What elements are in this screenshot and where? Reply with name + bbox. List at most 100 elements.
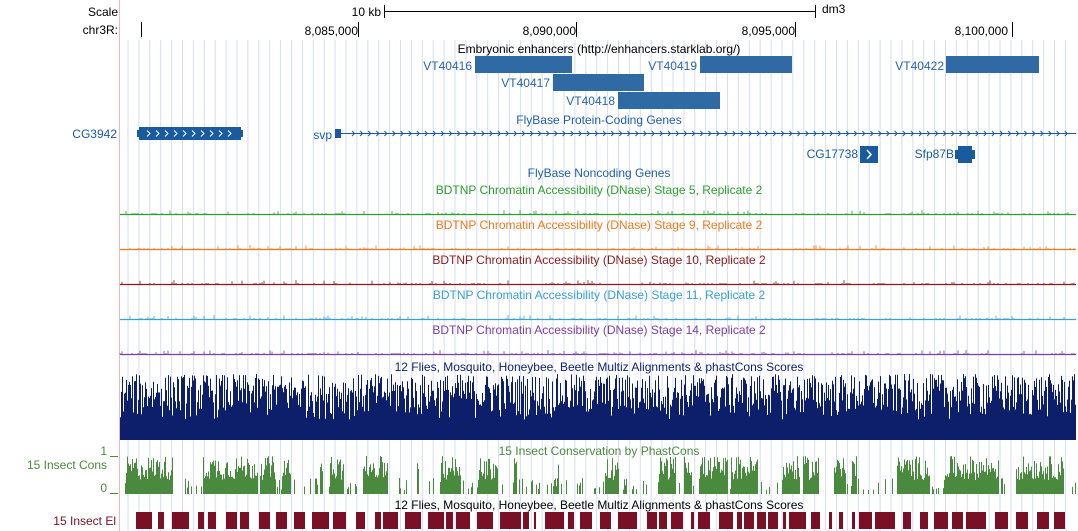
strand-arrow — [359, 130, 364, 137]
strand-arrow — [448, 130, 453, 137]
strand-arrow — [975, 130, 979, 137]
strand-arrow — [708, 130, 712, 137]
strand-arrow — [367, 130, 372, 137]
strand-arrow — [227, 130, 232, 137]
strand-arrow — [902, 130, 907, 137]
conserved-element — [383, 512, 398, 529]
strand-arrow — [529, 130, 534, 137]
multiz-track-title[interactable]: 12 Flies, Mosquito, Honeybee, Beetle Mul… — [394, 360, 804, 374]
ruler-tick-label: 8,090,000 — [522, 24, 576, 38]
phastcons-track-title[interactable]: 15 Insect Conservation by PhastCons — [498, 444, 700, 458]
strand-arrow — [392, 130, 396, 137]
strand-arrow — [853, 130, 858, 137]
enhancer-label[interactable]: VT40416 — [423, 59, 472, 73]
gene-label-cg17738[interactable]: CG17738 — [806, 147, 858, 161]
strand-arrow — [1007, 130, 1012, 137]
conserved-element — [208, 512, 216, 529]
strand-arrow — [146, 130, 151, 137]
strand-arrow — [837, 130, 842, 137]
enhancer-label[interactable]: VT40418 — [566, 94, 615, 108]
strand-arrow — [667, 130, 672, 137]
conserved-element — [456, 512, 470, 529]
enhancer-block — [946, 56, 1039, 73]
noncoding-track-title[interactable]: FlyBase Noncoding Genes — [527, 166, 671, 180]
strand-arrow — [513, 130, 518, 137]
strand-arrow — [805, 130, 809, 137]
strand-arrow — [926, 130, 931, 137]
enhancer-label[interactable]: VT40422 — [895, 59, 944, 73]
dnase-stage9-title[interactable]: BDTNP Chromatin Accessibility (DNase) St… — [435, 218, 763, 232]
conserved-element — [523, 512, 529, 529]
dnase-stage5-title[interactable]: BDTNP Chromatin Accessibility (DNase) St… — [435, 183, 763, 197]
conserved-element — [829, 512, 832, 529]
strand-arrow — [1048, 130, 1052, 137]
gene-cg3942-utr — [137, 130, 243, 137]
conserved-element — [783, 512, 786, 529]
conserved-element — [952, 512, 963, 529]
ruler-tick-label: 8,100,000 — [954, 24, 1008, 38]
strand-arrow — [942, 130, 947, 137]
dnase-signal — [119, 350, 1075, 354]
conserved-element — [934, 512, 948, 529]
strand-arrow — [618, 130, 623, 137]
strand-arrow — [384, 130, 388, 137]
strand-arrow — [521, 130, 526, 137]
dnase-stage11-title[interactable]: BDTNP Chromatin Accessibility (DNase) St… — [432, 288, 766, 302]
strand-arrow — [780, 130, 785, 137]
strand-arrow — [756, 130, 761, 137]
conserved-element — [1054, 512, 1065, 529]
dnase-signal — [125, 210, 1069, 214]
conserved-element — [500, 512, 521, 529]
strand-arrow — [481, 130, 485, 137]
gene-cg17738-exon — [860, 146, 878, 163]
strand-arrow — [1056, 130, 1060, 137]
strand-arrow — [578, 130, 583, 137]
gene-label-sfp87b[interactable]: Sfp87B — [914, 147, 954, 161]
enhancer-track-title[interactable]: Embryonic enhancers (http://enhancers.st… — [457, 42, 741, 56]
conserved-element — [737, 512, 742, 529]
strand-arrow — [951, 130, 955, 137]
conserved-element — [534, 512, 536, 529]
enhancer-block — [700, 56, 792, 73]
conserved-element — [659, 512, 667, 529]
strand-arrow — [886, 130, 890, 137]
strand-arrow — [416, 130, 421, 137]
strand-arrow — [191, 130, 196, 137]
conserved-element — [852, 512, 855, 529]
strand-arrow — [200, 130, 205, 137]
strand-arrow — [740, 130, 745, 137]
conserved-element — [966, 512, 986, 529]
strand-arrow — [173, 130, 178, 137]
gene-track-title[interactable]: FlyBase Protein-Coding Genes — [516, 113, 682, 127]
strand-arrow — [983, 130, 988, 137]
gene-label-svp[interactable]: svp — [313, 128, 332, 142]
gene-label-cg3942[interactable]: CG3942 — [72, 127, 117, 141]
conserved-element — [757, 512, 766, 529]
strand-arrow — [861, 130, 866, 137]
elements-side-label[interactable]: 15 Insect El — [53, 514, 116, 528]
elements-track-title[interactable]: 12 Flies, Mosquito, Honeybee, Beetle Mul… — [394, 498, 804, 512]
dnase-stage14-title[interactable]: BDTNP Chromatin Accessibility (DNase) St… — [432, 323, 766, 337]
conserved-element — [618, 512, 637, 529]
ruler-tick-label: 8,085,000 — [304, 24, 358, 38]
multiz-base — [120, 428, 1076, 440]
enhancer-label[interactable]: VT40417 — [501, 76, 550, 90]
strand-arrow — [465, 130, 469, 137]
dnase-stage10-title[interactable]: BDTNP Chromatin Accessibility (DNase) St… — [432, 253, 766, 267]
enhancer-label[interactable]: VT40419 — [648, 59, 697, 73]
strand-arrow — [732, 130, 736, 137]
conserved-element — [1037, 512, 1049, 529]
enhancer-block — [553, 74, 644, 91]
conserved-element — [545, 512, 564, 529]
strand-arrow — [610, 130, 615, 137]
conserved-element — [477, 512, 493, 529]
strand-arrow — [821, 130, 826, 137]
phastcons-side-label[interactable]: 15 Insect Cons — [26, 458, 107, 472]
strand-arrow — [489, 130, 493, 137]
conserved-element — [600, 512, 611, 529]
strand-arrow — [659, 130, 664, 137]
strand-arrow — [546, 130, 550, 137]
conserved-element — [294, 512, 305, 529]
